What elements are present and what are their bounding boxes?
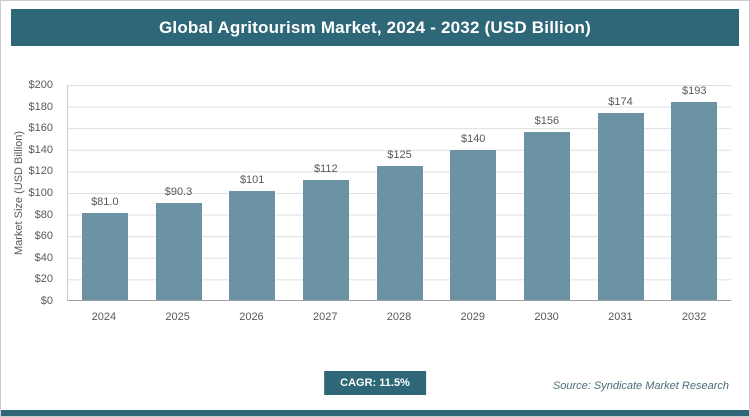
x-tick-label: 2026 (239, 311, 264, 323)
x-tick-label: 2032 (681, 311, 707, 323)
y-tick-label: $200 (28, 79, 53, 91)
bar-slot: $140 (436, 85, 510, 300)
bar (376, 165, 423, 300)
x-tick-label: 2028 (386, 311, 412, 323)
bars: $81.0 $90.3 $101 $112 $125 $140 $156 $174 $193 (68, 85, 731, 300)
bar-slot: $193 (657, 85, 731, 300)
y-tick-label: $80 (34, 208, 53, 221)
chart-title-bar: Global Agritourism Market, 2024 - 2032 (… (11, 9, 739, 46)
cagr-badge: CAGR: 11.5% (324, 371, 426, 395)
x-tick-label: 2029 (460, 311, 486, 323)
bar (597, 112, 644, 300)
source-text: Source: Syndicate Market Research (552, 380, 729, 392)
bar-slot: $90.3 (142, 85, 216, 300)
bar-value-label: $174 (608, 95, 633, 108)
bar-value-label: $193 (681, 85, 707, 97)
x-axis-labels: 2024 2025 2026 2027 2028 2029 2030 2031 2032 (67, 311, 731, 323)
bar (229, 191, 276, 300)
y-tick-label: $100 (28, 187, 53, 199)
bar-slot: $174 (584, 85, 658, 300)
bar (450, 149, 497, 300)
x-tick-label: 2027 (312, 311, 338, 323)
bar-slot: $101 (215, 85, 289, 300)
y-tick-label: $140 (28, 143, 53, 156)
bar-value-label: $90.3 (164, 185, 193, 198)
x-tick-label: 2030 (534, 311, 559, 323)
y-tick-label: $180 (28, 100, 53, 113)
bar-value-label: $101 (239, 174, 265, 187)
y-tick-label: $160 (28, 122, 53, 135)
bar-value-label: $140 (460, 132, 486, 145)
bar-value-label: $81.0 (91, 195, 119, 208)
x-tick-label: 2031 (608, 311, 633, 323)
plot-area: $81.0 $90.3 $101 $112 $125 $140 $156 $174 $193 (67, 85, 731, 301)
y-axis-labels: $0 $20 $40 $60 $80 $100 $120 $140 $160 $180 $200 (1, 79, 61, 307)
y-tick-label: $60 (34, 230, 53, 243)
bar (523, 132, 570, 300)
bar-value-label: $156 (534, 115, 560, 128)
bar-value-label: $112 (314, 162, 338, 175)
y-tick-label: $40 (34, 251, 53, 264)
x-tick-label: 2024 (91, 311, 117, 323)
bar-slot: $81.0 (68, 85, 142, 300)
y-tick-label: $0 (40, 295, 53, 307)
y-tick-label: $120 (28, 165, 53, 178)
bar (302, 179, 349, 300)
bottom-accent-strip (1, 410, 749, 416)
chart-title: Global Agritourism Market, 2024 - 2032 (… (158, 17, 592, 37)
bar (155, 202, 202, 300)
bar (81, 212, 128, 300)
bar-slot: $156 (510, 85, 584, 300)
x-tick-label: 2025 (165, 311, 190, 323)
bar-slot: $125 (363, 85, 437, 300)
y-tick-label: $20 (34, 273, 53, 286)
bar-slot: $112 (289, 85, 363, 300)
bar (671, 102, 718, 300)
bar-value-label: $125 (387, 148, 412, 161)
